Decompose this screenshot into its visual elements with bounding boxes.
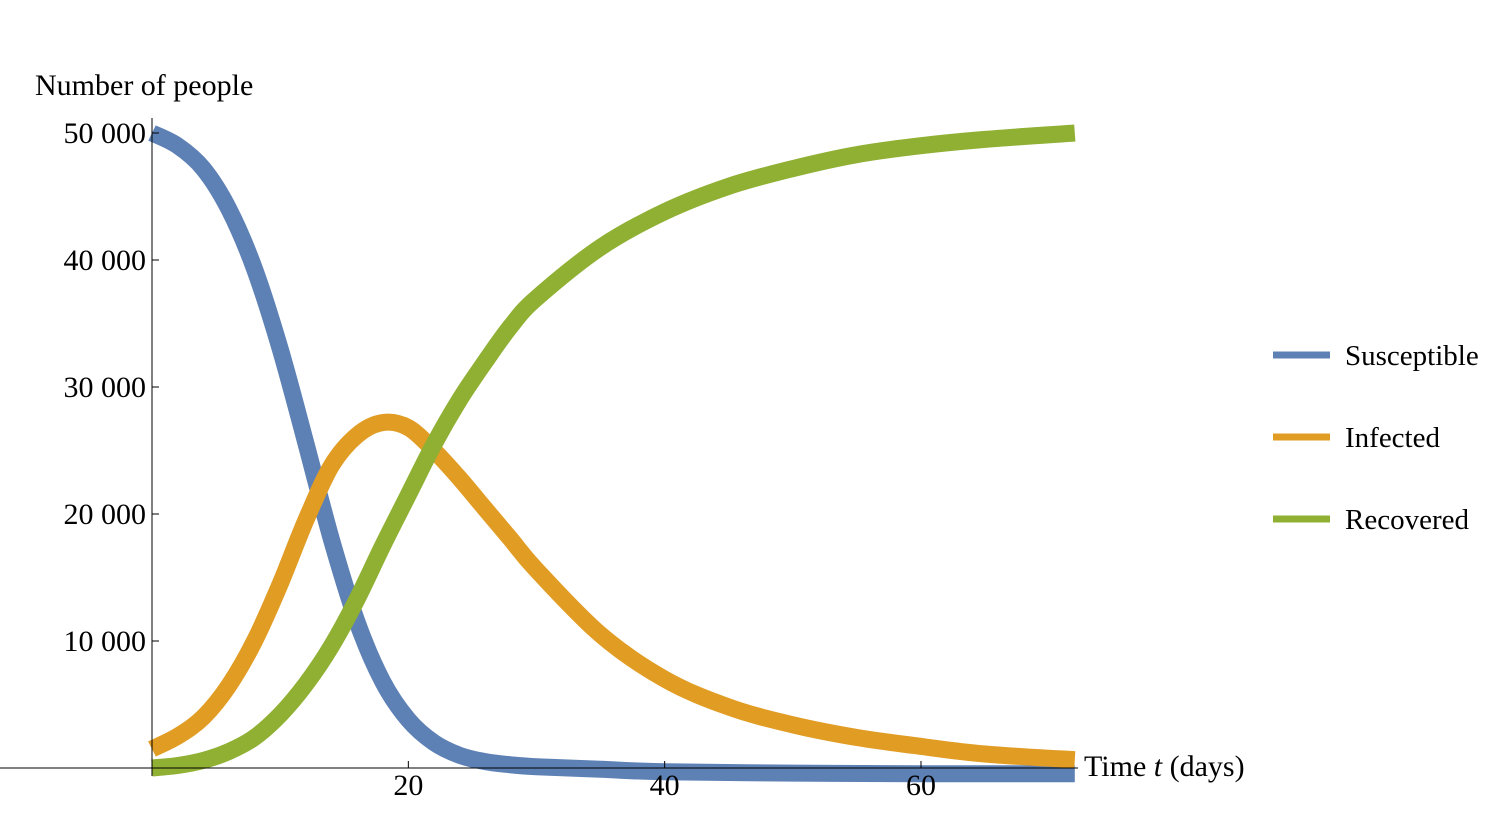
series-line-recovered [151,124,1076,777]
y-tick-label: 20 000 [64,498,147,531]
x-axis-label-suffix: (days) [1162,750,1244,783]
x-tick-label: 40 [650,769,680,802]
y-tick-label: 40 000 [64,244,147,277]
legend-label-recovered: Recovered [1345,504,1469,536]
y-tick-label: 50 000 [64,117,147,150]
series-line-susceptible [148,125,1075,783]
y-tick-label: 10 000 [64,625,147,658]
x-axis-label-prefix: Time [1084,750,1154,783]
legend-label-infected: Infected [1345,422,1440,454]
legend: Susceptible Infected Recovered [1273,340,1479,536]
x-ticks: 20 40 60 [393,761,936,802]
x-axis-label-variable: t [1154,750,1163,783]
x-tick-label: 60 [906,769,936,802]
y-ticks: 10 000 20 000 30 000 40 000 50 000 [64,117,159,658]
legend-label-susceptible: Susceptible [1345,340,1479,372]
y-tick-label: 30 000 [64,371,147,404]
x-axis-label: Time t (days) [1084,750,1245,783]
series-line-infected [148,413,1076,769]
x-tick-label: 20 [393,769,423,802]
plot-lines [148,124,1076,783]
y-axis-label: Number of people [35,69,253,102]
